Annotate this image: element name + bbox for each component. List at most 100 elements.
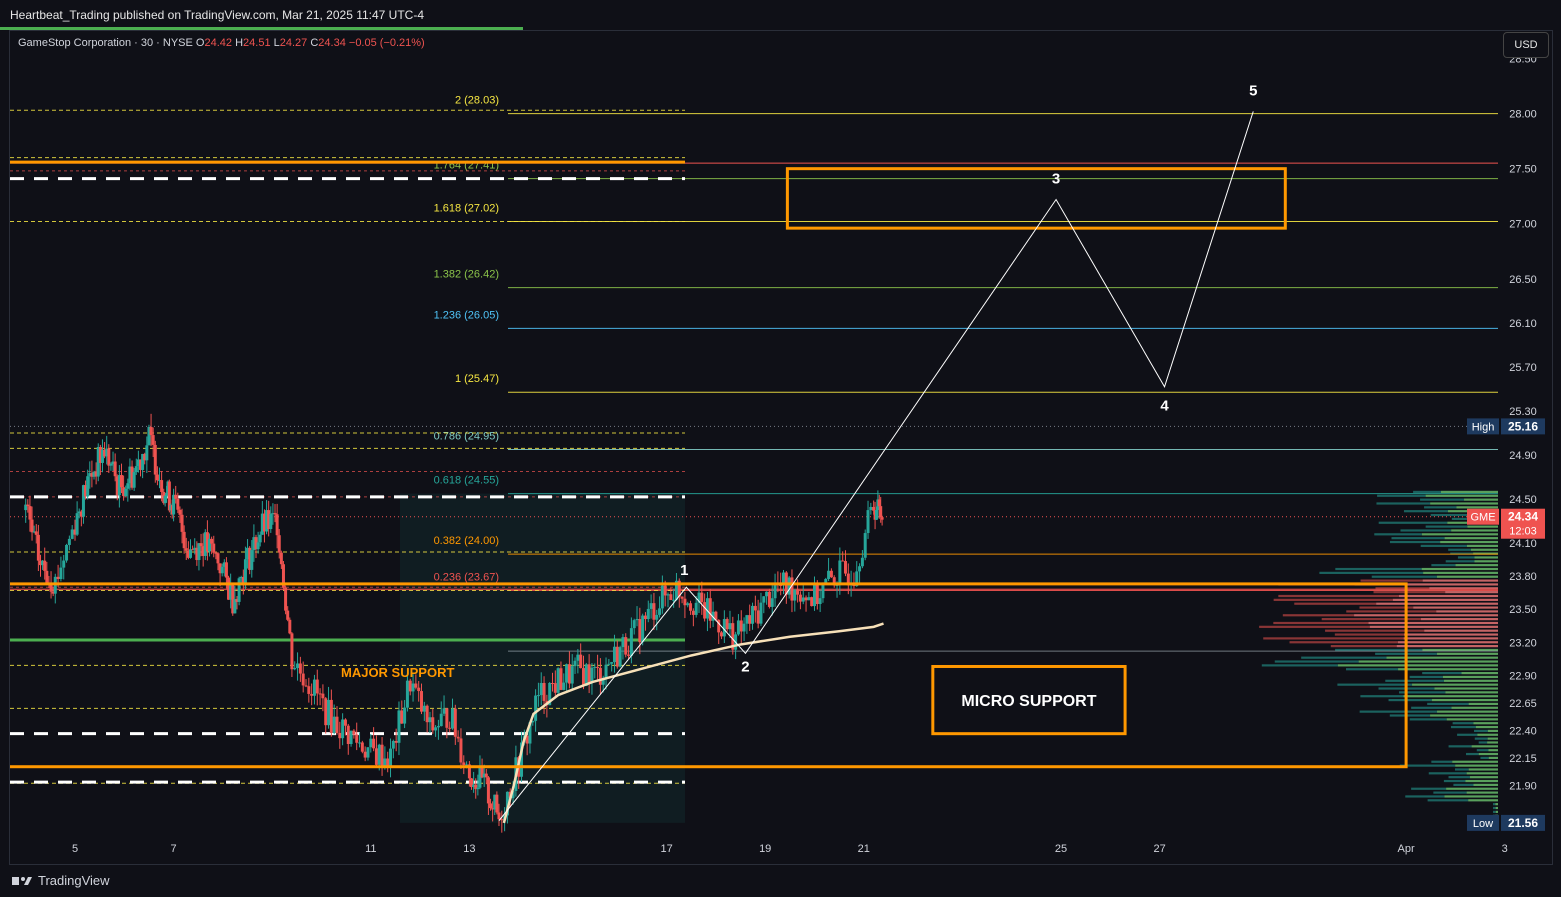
volume-profile	[1259, 490, 1498, 821]
candle-body	[147, 426, 151, 446]
candle-body	[674, 580, 678, 600]
volume-bar-front	[1413, 606, 1498, 609]
price-tag-value-bg	[1501, 418, 1545, 435]
candle-body	[153, 444, 157, 475]
candle-body	[584, 664, 588, 686]
candle-body	[332, 716, 336, 733]
candle-body	[277, 535, 281, 553]
volume-bar-back	[1478, 741, 1488, 744]
price-tag-value: 24.34	[1508, 510, 1538, 524]
major-support-label: MAJOR SUPPORT	[341, 665, 454, 680]
candle-body	[391, 740, 395, 749]
candle-body	[126, 483, 130, 489]
candle-body	[103, 449, 107, 457]
candle-body	[869, 506, 873, 511]
volume-bar-front	[1354, 583, 1498, 586]
candle-body	[417, 687, 421, 692]
candle-body	[369, 738, 373, 748]
volume-bar-back	[1427, 799, 1469, 802]
candle-body	[495, 794, 499, 813]
candle-body	[310, 693, 314, 696]
candle-body	[711, 611, 715, 621]
volume-bar-front	[1461, 671, 1498, 675]
volume-bar-back	[1399, 691, 1446, 694]
candle-body	[798, 594, 802, 602]
volume-bar-front	[1446, 718, 1498, 721]
candle-body	[208, 538, 212, 552]
candle-body	[855, 571, 859, 587]
candle-body	[669, 594, 673, 600]
x-tick-label: 21	[858, 843, 870, 855]
price-tag-value: 25.16	[1508, 419, 1538, 433]
volume-bar-front	[1456, 506, 1498, 509]
price-tag-value-bg	[1501, 814, 1545, 831]
volume-bar-back	[1450, 725, 1476, 729]
candle-body	[434, 727, 438, 731]
candle-body	[453, 708, 457, 737]
candle-body	[629, 628, 633, 656]
candle-body	[128, 466, 132, 484]
volume-bar-back	[1259, 625, 1370, 628]
candle-body	[329, 699, 333, 733]
candle-body	[34, 531, 38, 535]
candle-body	[235, 599, 239, 602]
volume-bar-front	[1452, 760, 1498, 763]
y-tick-label: 23.50	[1509, 604, 1537, 616]
candle-body	[341, 719, 345, 739]
candle-body	[658, 608, 662, 615]
volume-bar-back	[1261, 664, 1338, 667]
candle-body	[346, 725, 350, 744]
candle-body	[189, 549, 193, 558]
price-tag-value: 21.56	[1508, 816, 1538, 830]
fib-label: 1.236 (26.05)	[434, 309, 499, 321]
volume-bar-front	[1423, 571, 1498, 574]
volume-bar-front	[1471, 745, 1498, 748]
candle-body	[462, 762, 466, 766]
candle-body	[570, 666, 574, 684]
candle-body	[284, 587, 288, 611]
volume-bar-front	[1436, 652, 1498, 655]
volume-bar-back	[1405, 795, 1445, 798]
candle-body	[32, 531, 36, 533]
candle-body	[132, 472, 136, 488]
candle-body	[425, 705, 429, 723]
candle-body	[77, 511, 81, 514]
candle-body	[65, 544, 69, 561]
candle-body	[360, 742, 364, 752]
candle-body	[141, 453, 145, 470]
candle-body	[694, 602, 698, 615]
candle-body	[829, 570, 833, 578]
candle-body	[863, 533, 867, 558]
volume-bar-front	[1464, 498, 1498, 501]
zone-box	[785, 167, 1287, 230]
candle-body	[745, 615, 749, 624]
volume-bar-back	[1411, 706, 1452, 709]
candle-body	[751, 605, 755, 624]
volume-bar-back	[1346, 610, 1437, 613]
volume-bar-front	[1473, 722, 1498, 725]
candle-body	[30, 519, 34, 533]
currency-button[interactable]: USD	[1503, 32, 1549, 58]
candle-body	[296, 663, 300, 669]
volume-bar-front	[1470, 548, 1498, 551]
candle-body	[414, 683, 418, 688]
volume-bar-front	[1368, 621, 1498, 625]
candle-body	[275, 514, 279, 536]
candle-body	[293, 668, 297, 670]
candle-body	[119, 475, 123, 488]
candle-body	[86, 476, 90, 497]
candle-body	[649, 603, 653, 609]
candle-body	[804, 597, 808, 601]
candle-body	[520, 742, 524, 777]
candle-body	[389, 748, 393, 767]
candle-body	[877, 499, 881, 507]
volume-bar-front	[1436, 575, 1498, 578]
candle-body	[663, 585, 667, 596]
candle-body	[660, 585, 664, 609]
volume-bar-front	[1445, 591, 1498, 594]
legend-part-4: 24.51	[243, 37, 274, 49]
candle-body	[655, 614, 659, 620]
candle-body	[160, 480, 164, 492]
candle-body	[618, 647, 622, 667]
